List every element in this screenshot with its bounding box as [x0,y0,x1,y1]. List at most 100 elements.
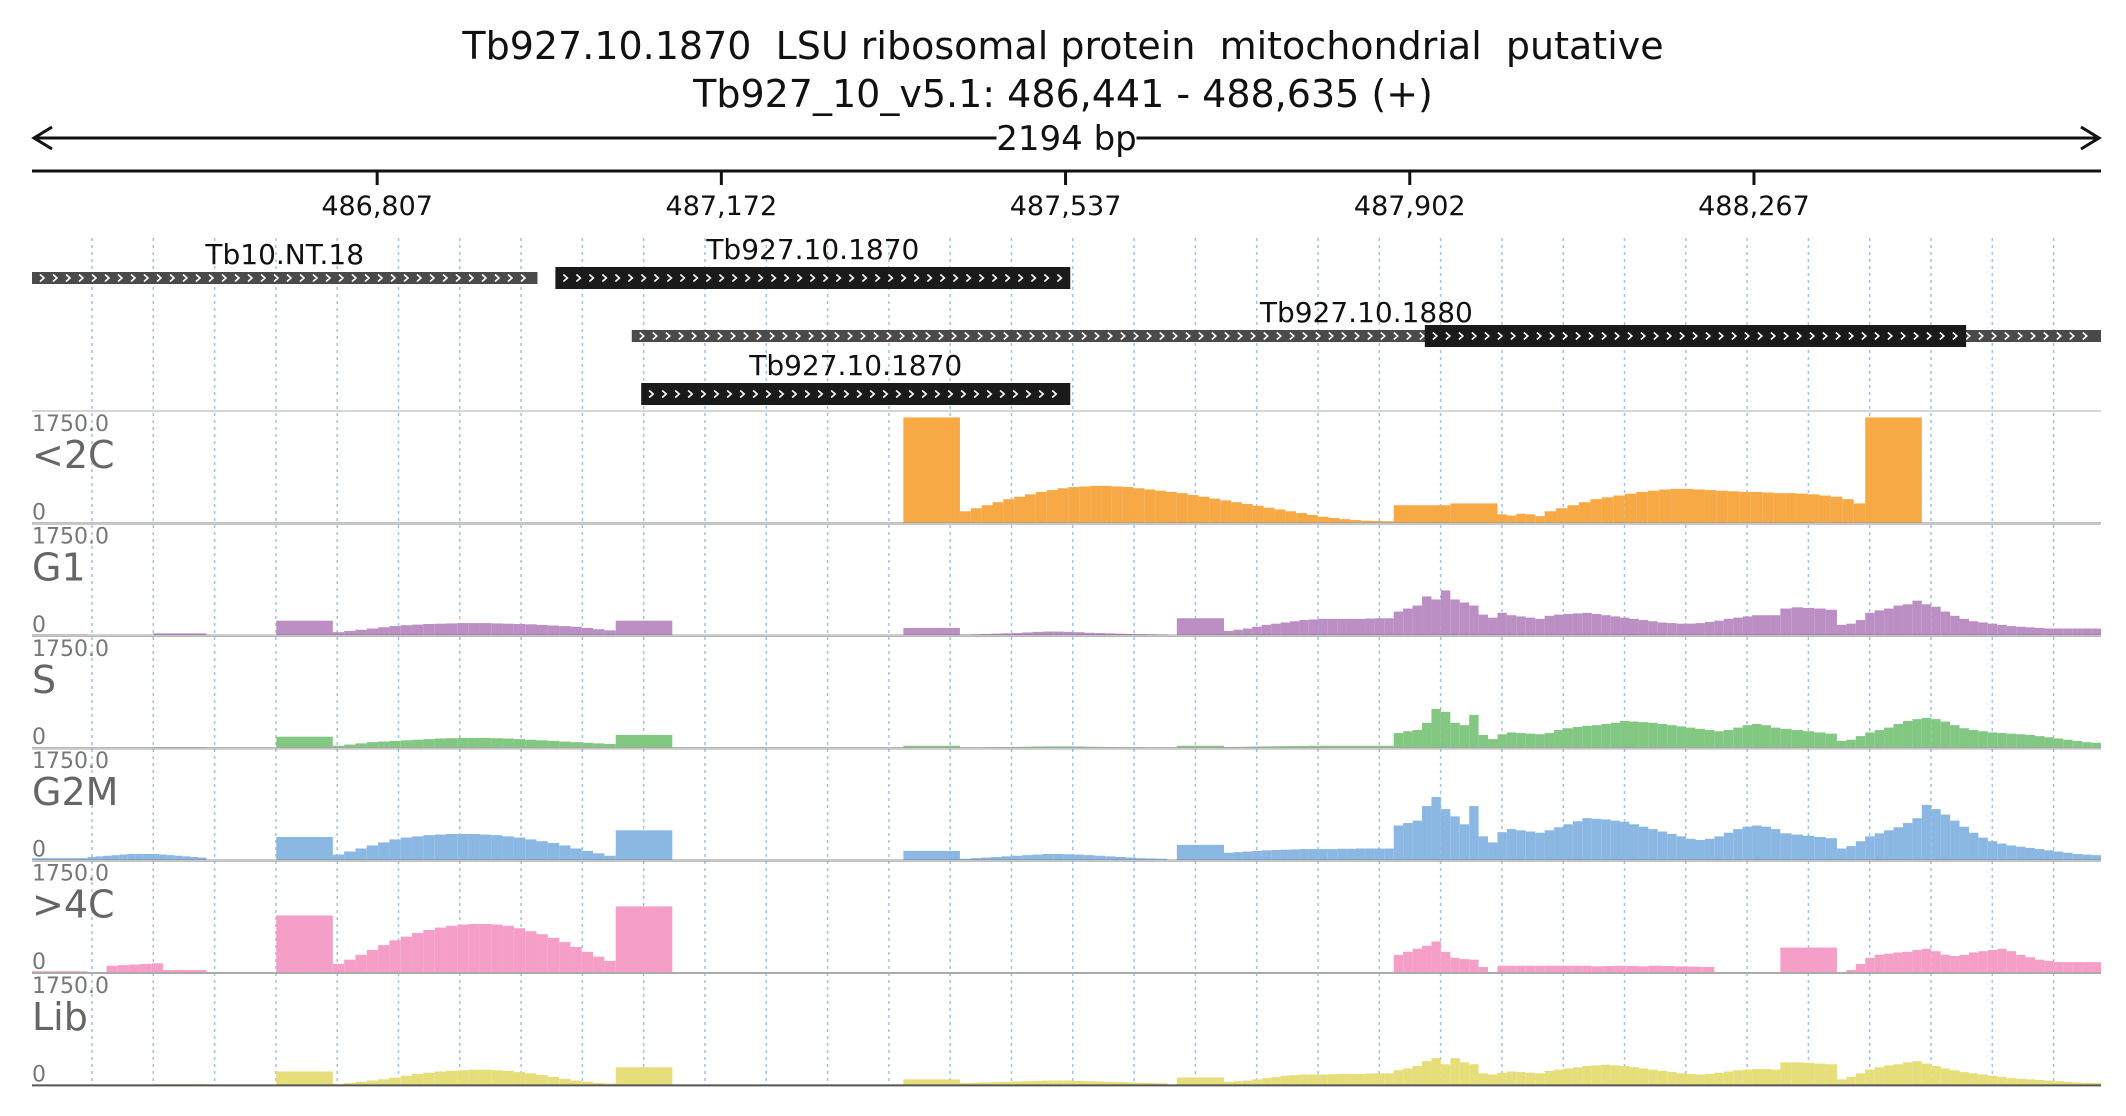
coverage-bar [332,745,345,749]
coverage-bar [1516,513,1526,524]
coverage-bar [1422,806,1432,861]
coverage-bar [903,417,960,524]
coverage-bar [1554,965,1564,973]
coverage-bar [1450,503,1498,524]
coverage-bar [992,502,1004,524]
coverage-bar [1346,745,1357,749]
coverage-bar [1337,745,1347,749]
coverage-bar [2034,736,2045,749]
coverage-bar [615,830,673,861]
coverage-bar [1365,1073,1375,1086]
coverage-bar [1346,848,1357,861]
coverage-bar [1695,840,1705,861]
coverage-bar [1687,966,1702,973]
strand-arrows [1432,331,1959,341]
coverage-bar [559,1078,571,1086]
coverage-bar [1591,818,1602,861]
coverage-bar [1554,614,1564,636]
coverage-bar [1855,1073,1866,1086]
coverage-bar [1356,1073,1366,1086]
coverage-bar [2072,853,2083,861]
coverage-bar [1695,1074,1705,1086]
coverage-bar [1469,1064,1479,1086]
coverage-bar [1825,609,1837,636]
coverage-bar [1478,614,1489,636]
coverage-bar [2082,1082,2092,1086]
ruler-tick-label: 487,172 [666,191,778,222]
coverage-bar [1105,633,1116,636]
coverage-bar [344,959,356,973]
coverage-bar [1146,858,1158,861]
coverage-bar [1327,1074,1338,1086]
coverage-bar [1450,722,1460,749]
coverage-bar [547,740,560,749]
coverage-bar [1046,490,1058,524]
coverage-bar [457,737,469,749]
coverage-bar [1742,826,1753,861]
coverage-bar [1525,1072,1536,1086]
coverage-bar [1997,948,2007,973]
coverage-bar [513,1072,526,1086]
coverage-bar [1090,485,1101,524]
coverage-bar [1252,626,1262,636]
coverage-bar [423,929,435,973]
coverage-bar [1506,1071,1517,1086]
coverage-bar [1176,745,1224,749]
coverage-bar [1733,829,1743,861]
coverage-bar [1271,850,1281,861]
coverage-bar [1318,745,1328,749]
coverage-bar [127,853,136,861]
coverage-bar [1997,733,2007,749]
coverage-bar [1902,1062,1913,1086]
coverage-bar [1365,745,1375,749]
coverage-bar [1280,622,1290,636]
coverage-bar [276,620,333,636]
coverage-bar [1157,1083,1168,1086]
coverage-bar [1855,736,1866,749]
coverage-bar [1289,746,1300,749]
coverage-bar [1636,491,1648,524]
coverage-bar [1223,1081,1234,1086]
coverage-bar [1921,1063,1932,1086]
coverage-bar [158,854,167,861]
coverage-bar [1478,836,1489,861]
coverage-bar [1042,853,1054,861]
coverage-bar [1667,1072,1677,1086]
coverage-bar [1940,611,1951,636]
coverage-bar [547,937,560,973]
coverage-bar [1723,1071,1734,1086]
coverage-bar [1590,499,1602,524]
coverage-bar [593,629,605,636]
coverage-bar [1074,854,1085,861]
coverage-bar [536,740,548,749]
coverage-bar [1563,613,1573,636]
coverage-bar [182,856,191,861]
coverage-bar [1791,730,1804,749]
coverage-bar [1846,969,1856,973]
coverage-bar [355,848,367,861]
coverage-bar [1263,507,1275,524]
coverage-bar [1629,618,1639,636]
coverage-bar [1921,604,1932,636]
coverage-bar [366,1080,379,1086]
coverage-bar [615,620,673,636]
coverage-bar [1657,622,1668,636]
coverage-bar [1440,809,1451,861]
coverage-bar [1761,615,1771,636]
coverage-bar [1704,621,1715,636]
track-ymin-label: 0 [32,1062,46,1087]
coverage-bar [1893,1064,1903,1086]
coverage-bar [1497,734,1507,749]
coverage-bar [1667,725,1677,749]
coverage-bar [502,1070,514,1086]
ruler-tick-label: 487,537 [1010,191,1122,222]
coverage-bar [129,964,141,973]
coverage-bar [1625,966,1638,973]
coverage-bar [378,842,390,861]
coverage-bar [2025,734,2035,749]
coverage-bar [378,945,390,973]
coverage-bar [1393,611,1404,636]
coverage-bar [525,624,537,636]
coverage-bar [332,963,345,973]
coverage-bar [2063,628,2073,636]
